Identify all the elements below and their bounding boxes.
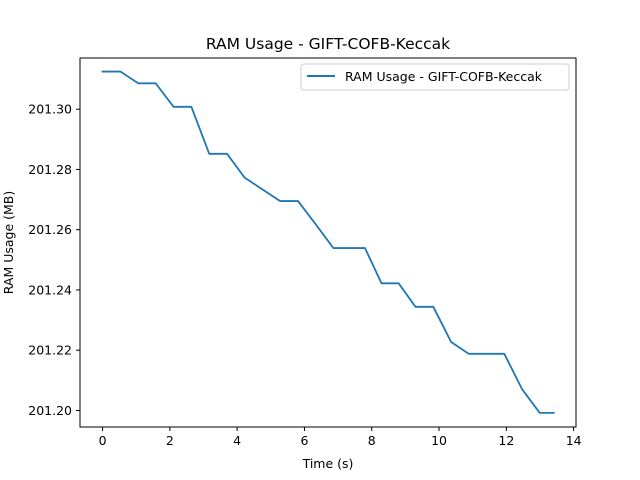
x-tick-label: 10	[431, 433, 447, 448]
x-axis-label: Time (s)	[302, 456, 354, 471]
y-tick-label: 201.28	[28, 162, 72, 177]
plot-frame	[79, 57, 577, 428]
x-tick-label: 2	[166, 433, 174, 448]
y-tick-label: 201.22	[28, 343, 72, 358]
y-tick-label: 201.24	[28, 282, 72, 297]
legend-label: RAM Usage - GIFT-COFB-Keccak	[345, 69, 543, 84]
y-axis-label: RAM Usage (MB)	[1, 191, 16, 295]
y-tick-label: 201.26	[28, 222, 72, 237]
x-tick-label: 14	[566, 433, 582, 448]
y-axis: 201.20 201.22 201.24 201.26 201.28 201.30	[28, 102, 80, 418]
x-axis: 0 2 4 6 8 10 12 14	[99, 427, 582, 448]
series-layer	[101, 70, 555, 414]
x-tick-label: 8	[368, 433, 376, 448]
x-tick-label: 6	[300, 433, 308, 448]
x-tick-label: 12	[498, 433, 514, 448]
y-tick-label: 201.20	[28, 403, 72, 418]
y-tick-label: 201.30	[28, 102, 72, 117]
chart-title: RAM Usage - GIFT-COFB-Keccak	[206, 35, 450, 53]
legend-box	[300, 63, 570, 91]
x-tick-label: 0	[99, 433, 107, 448]
legend: RAM Usage - GIFT-COFB-Keccak	[300, 63, 570, 91]
x-tick-label: 4	[233, 433, 241, 448]
series-line	[101, 70, 555, 414]
